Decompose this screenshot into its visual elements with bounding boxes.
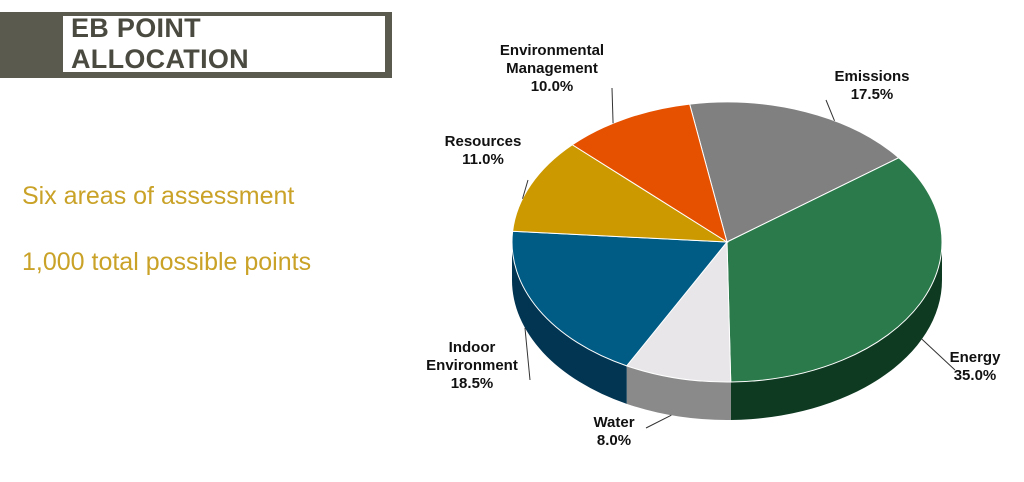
leader-line bbox=[645, 414, 672, 429]
slice-value-label: 10.0% bbox=[531, 78, 574, 95]
slice-value-label: 18.5% bbox=[451, 375, 494, 392]
slice-side-indoor-environment bbox=[512, 242, 627, 404]
slice-name-label: Resources bbox=[445, 133, 522, 150]
bullet-total-points: 1,000 total possible points bbox=[22, 248, 312, 276]
slice-value-label: 11.0% bbox=[462, 151, 504, 168]
leader-line bbox=[921, 338, 956, 371]
slice-side-water bbox=[626, 365, 731, 420]
slice-name-label: Indoor bbox=[449, 339, 496, 356]
slice-indoor-environment bbox=[511, 230, 729, 367]
slice-name-label: Emissions bbox=[834, 68, 909, 85]
leader-line bbox=[522, 179, 529, 199]
bullet-assessment-areas: Six areas of assessment bbox=[22, 182, 295, 210]
slice-environmental-management bbox=[571, 103, 728, 244]
slice-value-label: 8.0% bbox=[597, 432, 631, 449]
pie-sides bbox=[512, 242, 942, 420]
pie-slices bbox=[511, 101, 943, 383]
slice-name-label: Water bbox=[593, 414, 634, 431]
page-title: EB POINT ALLOCATION bbox=[71, 13, 249, 74]
leader-line bbox=[524, 327, 531, 381]
slice-name-label: Energy bbox=[950, 349, 1002, 366]
slice-value-label: 17.5% bbox=[851, 86, 894, 103]
slice-water bbox=[625, 240, 732, 383]
slice-energy bbox=[726, 157, 943, 383]
slice-value-label: 35.0% bbox=[954, 367, 997, 384]
slice-emissions bbox=[689, 101, 900, 243]
slice-resources bbox=[512, 144, 729, 243]
leader-lines bbox=[522, 87, 956, 429]
title-box: EB POINT ALLOCATION bbox=[63, 13, 385, 74]
slice-name-label: Environmental bbox=[500, 42, 604, 59]
slice-side-energy bbox=[730, 242, 942, 420]
leader-line bbox=[825, 99, 835, 121]
leader-line bbox=[611, 87, 614, 124]
slice-name-label: Environment bbox=[426, 357, 518, 374]
slice-name-label: Management bbox=[506, 60, 598, 77]
